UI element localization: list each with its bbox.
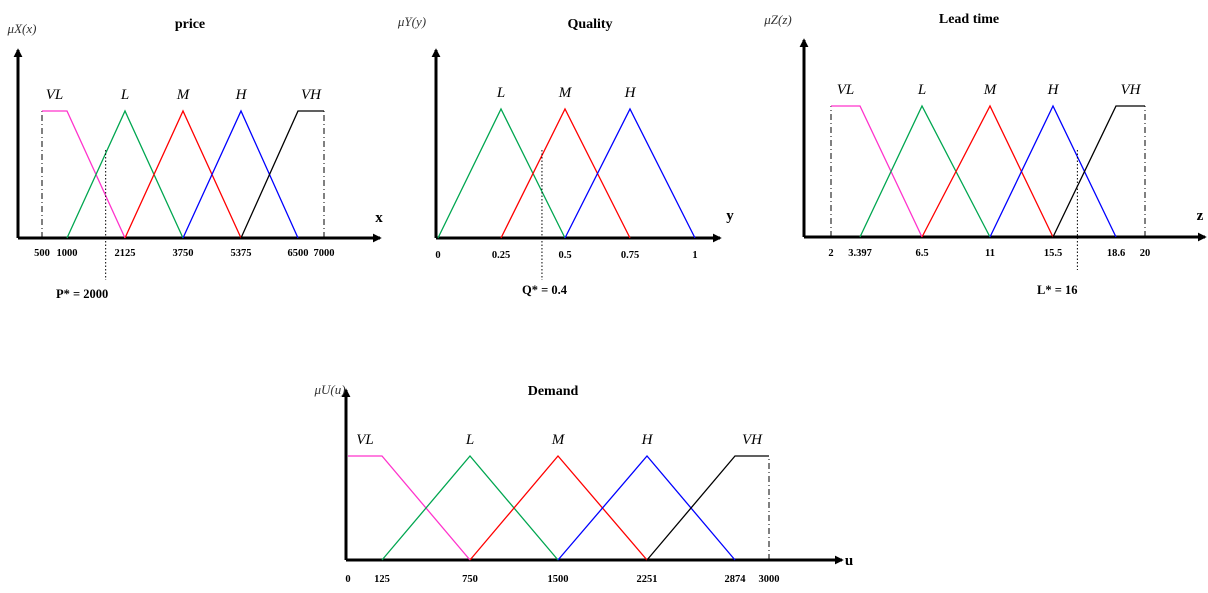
tick-label: 5375 (231, 248, 252, 259)
set-label: VH (1121, 82, 1142, 98)
series-VL (831, 105, 923, 238)
series-M (469, 454, 648, 561)
series-H (557, 454, 736, 561)
y-axis-label: μU(u) (313, 382, 345, 397)
chart-title: price (175, 17, 205, 32)
series-VH (240, 110, 324, 239)
x-axis-label: u (845, 553, 853, 569)
tick-label: 20 (1140, 248, 1151, 259)
series-H (564, 107, 696, 239)
tick-label: 3000 (759, 574, 780, 585)
tick-label: 750 (462, 574, 478, 585)
tick-label: 2 (828, 248, 833, 259)
tick-label: 0.5 (558, 250, 571, 261)
tick-label: 125 (374, 574, 390, 585)
x-axis-label: z (1197, 208, 1204, 224)
set-label: M (558, 85, 573, 101)
set-label: H (1047, 82, 1060, 98)
set-label: L (465, 432, 474, 448)
set-label: M (176, 87, 191, 103)
set-label: L (120, 87, 129, 103)
tick-label: 15.5 (1044, 248, 1062, 259)
tick-label: 2251 (637, 574, 658, 585)
tick-label: 1000 (57, 248, 78, 259)
tick-label: 1500 (548, 574, 569, 585)
tick-label: 2874 (725, 574, 747, 585)
set-label: H (235, 87, 248, 103)
series-VL (42, 110, 126, 239)
set-label: VH (742, 432, 763, 448)
chart-title: Quality (567, 17, 612, 32)
cut-label: Q* = 0.4 (522, 283, 568, 297)
set-label: VL (46, 87, 64, 103)
tick-label: 11 (985, 248, 995, 259)
series-VH (1052, 105, 1145, 238)
tick-label: 0.25 (492, 250, 510, 261)
series-L (381, 454, 559, 561)
tick-label: 6.5 (915, 248, 928, 259)
series-L (859, 104, 991, 238)
panel-1: Quality μY(y) y 0 0.25 0.5 0.75 1 L M H Q* = 0.4 (397, 14, 734, 297)
tick-label: 6500 (288, 248, 309, 259)
set-label: VL (356, 432, 374, 448)
tick-label: 0 (345, 574, 350, 585)
series-L (66, 109, 184, 239)
panel-2: Lead time μZ(z) z 2 3.397 6.5 11 15.5 18.6 20 VL L M… (763, 12, 1207, 297)
x-axis-label: y (726, 208, 734, 224)
series-M (124, 109, 242, 239)
tick-label: 3750 (173, 248, 194, 259)
series-M (500, 107, 631, 239)
panel-0: price μX(x) x 500 1000 2125 3750 5375 6500 7000 VL… (7, 17, 384, 301)
tick-label: 500 (34, 248, 50, 259)
series-VH (646, 455, 769, 561)
series-H (989, 104, 1117, 238)
series-M (921, 104, 1054, 238)
set-label: M (983, 82, 998, 98)
y-axis-label: μZ(z) (763, 12, 791, 27)
set-label: L (496, 85, 505, 101)
tick-label: 1 (692, 250, 697, 261)
series-VL (348, 455, 471, 561)
set-label: M (551, 432, 566, 448)
chart-title: Lead time (939, 12, 999, 27)
x-axis-label: x (375, 210, 383, 226)
cut-label: P* = 2000 (56, 287, 108, 301)
tick-label: 3.397 (848, 248, 872, 259)
tick-label: 18.6 (1107, 248, 1125, 259)
set-label: L (917, 82, 926, 98)
set-label: H (624, 85, 637, 101)
set-label: VL (837, 82, 855, 98)
cut-label: L* = 16 (1037, 283, 1077, 297)
tick-label: 0 (435, 250, 440, 261)
set-label: VH (301, 87, 322, 103)
tick-label: 7000 (314, 248, 335, 259)
series-L (437, 107, 566, 239)
y-axis-label: μY(y) (397, 14, 426, 29)
set-label: H (641, 432, 654, 448)
y-axis-label: μX(x) (7, 21, 37, 36)
series-H (182, 109, 299, 239)
tick-label: 2125 (115, 248, 136, 259)
tick-label: 0.75 (621, 250, 639, 261)
panel-3: Demand μU(u) u 0 125 750 1500 2251 2874 3000 VL L M H… (313, 382, 853, 585)
chart-title: Demand (528, 384, 579, 399)
